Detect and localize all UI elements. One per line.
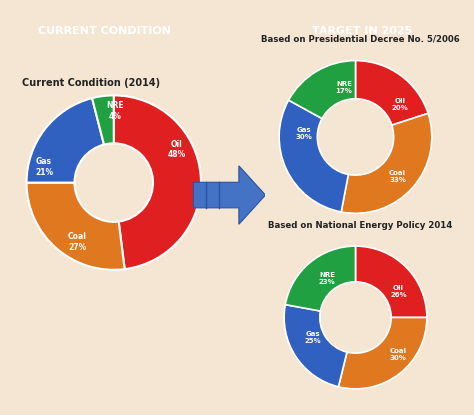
Text: Coal
30%: Coal 30% — [390, 348, 407, 361]
Text: Current Condition (2014): Current Condition (2014) — [22, 78, 160, 88]
Text: NRE
17%: NRE 17% — [336, 81, 353, 94]
Text: Oil
26%: Oil 26% — [390, 285, 407, 298]
Wedge shape — [289, 61, 356, 119]
Text: Oil
20%: Oil 20% — [392, 98, 408, 111]
Text: Based on Presidential Decree No. 5/2006: Based on Presidential Decree No. 5/2006 — [261, 34, 460, 44]
Wedge shape — [92, 95, 114, 144]
Wedge shape — [356, 246, 427, 317]
Wedge shape — [341, 113, 432, 213]
Text: NRE
23%: NRE 23% — [319, 272, 335, 285]
Wedge shape — [114, 95, 201, 269]
Wedge shape — [27, 98, 104, 183]
Text: NRE
4%: NRE 4% — [107, 101, 124, 121]
Wedge shape — [338, 317, 427, 389]
Wedge shape — [284, 305, 347, 387]
Text: Gas
21%: Gas 21% — [35, 157, 53, 177]
Text: Gas
30%: Gas 30% — [295, 127, 312, 139]
Text: Coal
33%: Coal 33% — [389, 170, 406, 183]
Polygon shape — [193, 166, 265, 224]
Text: Gas
25%: Gas 25% — [304, 331, 321, 344]
Wedge shape — [285, 246, 356, 311]
Text: Oil
48%: Oil 48% — [167, 140, 186, 159]
Text: Coal
27%: Coal 27% — [68, 232, 87, 251]
Text: CURRENT CONDITION: CURRENT CONDITION — [38, 26, 171, 36]
Wedge shape — [279, 100, 348, 212]
Text: Based on National Energy Policy 2014: Based on National Energy Policy 2014 — [268, 221, 452, 230]
Text: TARGET IN 2025: TARGET IN 2025 — [312, 26, 413, 36]
Wedge shape — [356, 61, 428, 125]
Wedge shape — [27, 183, 125, 270]
